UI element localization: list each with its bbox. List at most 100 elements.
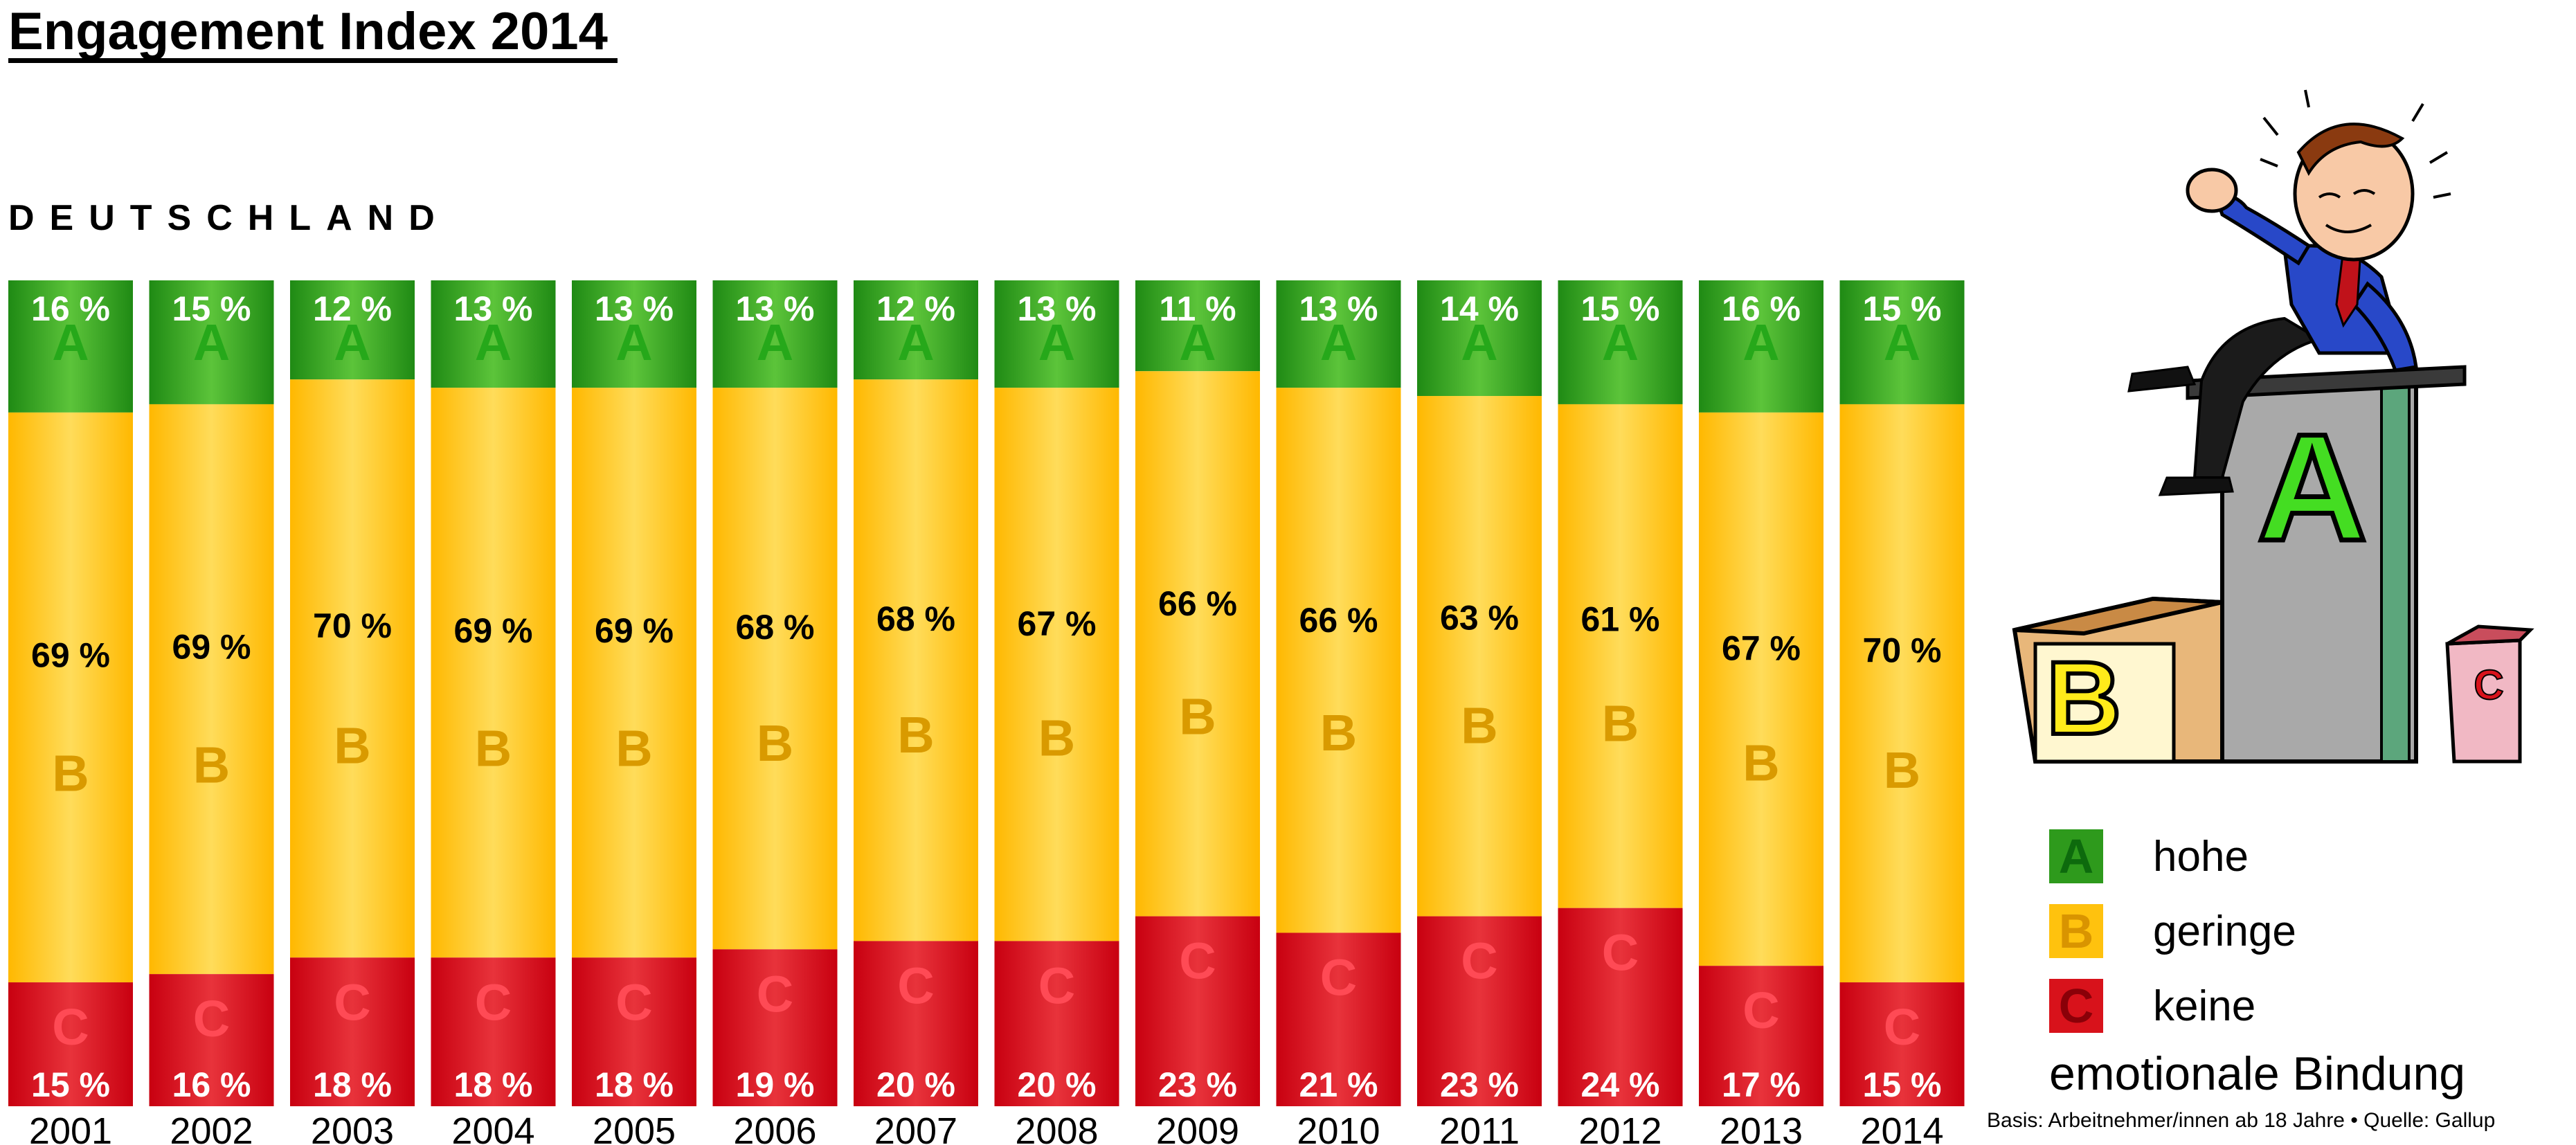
segment-letter-B-2002: B — [193, 737, 230, 794]
bar-hohe-2013 — [1699, 280, 1823, 413]
country-label: DEUTSCHLAND — [8, 198, 450, 238]
segment-letter-C-2007: C — [897, 957, 934, 1014]
value-label-keine-2010: 21 % — [1299, 1065, 1378, 1104]
value-label-geringe-2004: 69 % — [454, 611, 533, 650]
value-label-keine-2003: 18 % — [313, 1065, 392, 1104]
segment-letter-C-2001: C — [52, 998, 89, 1056]
segment-letter-A-2010: A — [1320, 314, 1357, 371]
podium-letter-c: C — [2474, 662, 2503, 708]
value-label-keine-2004: 18 % — [454, 1065, 533, 1104]
value-label-hohe-2007: 12 % — [876, 289, 955, 328]
bar-geringe-2006 — [712, 388, 838, 950]
cartoon-man — [2127, 89, 2451, 496]
segment-letter-A-2002: A — [193, 314, 230, 371]
x-tick-label-2012: 2012 — [1578, 1110, 1661, 1145]
bar-hohe-2006 — [712, 280, 838, 388]
bar-keine-2008 — [994, 941, 1119, 1106]
value-label-geringe-2012: 61 % — [1581, 600, 1660, 639]
value-label-hohe-2009: 11 % — [1159, 289, 1236, 328]
value-label-geringe-2009: 66 % — [1158, 584, 1237, 623]
value-label-geringe-2014: 70 % — [1863, 631, 1942, 670]
bar-geringe-2007 — [854, 379, 978, 941]
segment-letter-B-2007: B — [897, 706, 934, 764]
bar-keine-2011 — [1417, 916, 1542, 1106]
segment-letter-C-2002: C — [193, 990, 230, 1047]
bar-keine-2003 — [290, 957, 415, 1106]
bar-keine-2009 — [1135, 916, 1260, 1106]
value-label-geringe-2008: 67 % — [1018, 604, 1097, 643]
bar-keine-2007 — [854, 941, 978, 1106]
segment-letter-B-2013: B — [1742, 734, 1779, 791]
bar-hohe-2012 — [1558, 280, 1683, 404]
bar-geringe-2001 — [8, 412, 133, 983]
segment-letter-B-2001: B — [52, 744, 89, 802]
segment-letter-A-2009: A — [1179, 314, 1216, 371]
podium-a: A — [2186, 365, 2467, 764]
bar-keine-2014 — [1839, 982, 1965, 1106]
segment-letter-C-2013: C — [1742, 982, 1779, 1039]
bar-hohe-2002 — [149, 280, 274, 404]
segment-letter-A-2013: A — [1742, 314, 1779, 371]
value-label-geringe-2003: 70 % — [313, 606, 392, 645]
value-label-keine-2011: 23 % — [1440, 1065, 1519, 1104]
x-tick-label-2010: 2010 — [1297, 1110, 1380, 1145]
legend-caption: emotionale Bindung — [2049, 1047, 2466, 1100]
bar-hohe-2008 — [994, 280, 1119, 388]
value-label-keine-2013: 17 % — [1722, 1065, 1801, 1104]
legend-item-keine: C keine — [2049, 979, 2548, 1040]
x-tick-label-2009: 2009 — [1156, 1110, 1239, 1145]
segment-letter-A-2012: A — [1602, 314, 1639, 371]
bar-keine-2005 — [572, 957, 696, 1106]
segment-letter-C-2009: C — [1179, 932, 1216, 990]
bar-geringe-2005 — [572, 388, 696, 958]
bar-keine-2004 — [431, 957, 556, 1106]
bar-geringe-2011 — [1417, 396, 1542, 917]
segment-letter-A-2008: A — [1038, 314, 1075, 371]
value-label-hohe-2014: 15 % — [1863, 289, 1942, 328]
segment-letter-C-2012: C — [1602, 924, 1639, 982]
podium-b: B — [2012, 596, 2224, 764]
value-label-hohe-2012: 15 % — [1581, 289, 1660, 328]
x-tick-label-2005: 2005 — [593, 1110, 676, 1145]
bar-keine-2001 — [8, 982, 133, 1106]
source-note: Basis: Arbeitnehmer/innen ab 18 Jahre • … — [1987, 1109, 2496, 1132]
segment-letter-A-2006: A — [757, 314, 793, 371]
segment-letter-C-2006: C — [757, 965, 793, 1022]
segment-letter-A-2001: A — [52, 314, 89, 371]
bar-keine-2012 — [1558, 908, 1683, 1106]
value-label-hohe-2001: 16 % — [31, 289, 110, 328]
value-label-geringe-2007: 68 % — [876, 599, 955, 638]
x-tick-label-2007: 2007 — [874, 1110, 957, 1145]
legend-label-keine: keine — [2153, 982, 2256, 1030]
value-label-hohe-2013: 16 % — [1722, 289, 1801, 328]
segment-letter-B-2010: B — [1320, 704, 1357, 761]
podium-letter-b: B — [2046, 640, 2121, 756]
legend-label-geringe: geringe — [2153, 908, 2296, 955]
segment-letter-B-2004: B — [475, 720, 512, 777]
segment-letter-A-2003: A — [334, 314, 370, 371]
segment-letter-B-2011: B — [1461, 697, 1497, 755]
bar-hohe-2009 — [1135, 280, 1260, 372]
bar-hohe-2007 — [854, 280, 978, 380]
bar-hohe-2014 — [1839, 280, 1965, 404]
segment-letter-C-2014: C — [1884, 998, 1920, 1056]
segment-letter-A-2005: A — [615, 314, 652, 371]
x-tick-label-2006: 2006 — [733, 1110, 816, 1145]
x-tick-label-2013: 2013 — [1720, 1110, 1803, 1145]
chart-title: Engagement Index 2014 — [8, 2, 608, 61]
legend-item-geringe: B geringe — [2049, 904, 2548, 965]
bar-keine-2002 — [149, 974, 274, 1106]
segment-letter-C-2004: C — [475, 973, 512, 1031]
segment-letter-B-2012: B — [1602, 694, 1639, 752]
x-tick-label-2008: 2008 — [1015, 1110, 1098, 1145]
segment-letter-A-2004: A — [475, 314, 512, 371]
value-label-hohe-2008: 13 % — [1018, 289, 1097, 328]
podium-letter-a: A — [2258, 402, 2368, 572]
segment-letter-C-2010: C — [1320, 948, 1357, 1006]
segment-letter-C-2003: C — [334, 973, 370, 1031]
bar-keine-2006 — [712, 949, 838, 1106]
bar-hohe-2005 — [572, 280, 696, 388]
legend-swatch-a: A — [2049, 829, 2103, 883]
segment-letter-C-2005: C — [615, 973, 652, 1031]
